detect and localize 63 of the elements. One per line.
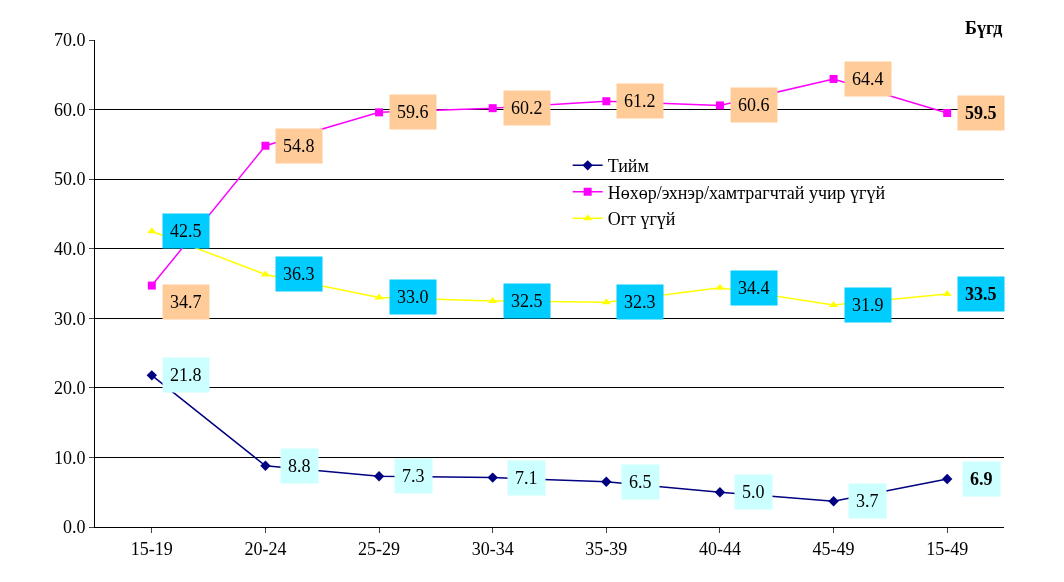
x-tick-label: 45-49 — [812, 538, 855, 559]
data-label: 32.3 — [624, 292, 656, 312]
data-label: 60.2 — [511, 98, 543, 118]
point — [715, 283, 725, 290]
point — [828, 496, 839, 507]
y-tick-label: 60.0 — [53, 99, 86, 120]
data-label: 32.5 — [511, 291, 543, 311]
point — [715, 101, 724, 110]
y-tick-label: 70.0 — [53, 30, 86, 51]
data-label: 33.5 — [965, 284, 997, 304]
legend-label: Нөхөр/эхнэр/хамтрагчтай учир үгүй — [607, 182, 886, 203]
point — [260, 460, 271, 471]
point — [942, 289, 952, 296]
data-label: 61.2 — [624, 91, 656, 111]
y-tick-label: 40.0 — [53, 239, 86, 260]
y-tick-label: 30.0 — [53, 308, 86, 329]
x-tick-label: 15-49 — [926, 538, 969, 559]
data-label: 6.5 — [629, 472, 652, 492]
y-tick-label: 20.0 — [53, 378, 86, 399]
data-label: 21.8 — [170, 365, 202, 385]
data-label: 64.4 — [852, 69, 884, 89]
point — [487, 472, 498, 483]
point — [602, 97, 611, 106]
point — [829, 74, 838, 83]
data-label: 6.9 — [970, 469, 993, 489]
legend-label: Огт үгүй — [607, 209, 676, 230]
data-label: 31.9 — [852, 295, 884, 315]
x-tick-label: 35-39 — [585, 538, 628, 559]
point — [261, 141, 270, 150]
point — [601, 476, 612, 487]
y-tick-label: 10.0 — [53, 447, 86, 468]
point — [941, 473, 953, 485]
x-tick-label: 40-44 — [698, 538, 741, 559]
point — [943, 109, 952, 118]
data-label: 8.8 — [288, 456, 311, 476]
y-tick-label: 0.0 — [62, 517, 86, 538]
text: Бүгд — [965, 18, 1003, 38]
data-label: 36.3 — [283, 264, 315, 284]
data-label: 42.5 — [170, 221, 202, 241]
data-label: 7.1 — [515, 468, 538, 488]
x-tick-label: 15-19 — [130, 538, 173, 559]
point — [375, 108, 384, 117]
data-label: 59.6 — [397, 102, 429, 122]
data-label: 59.5 — [965, 103, 997, 123]
data-label: 34.7 — [170, 292, 202, 312]
data-label: 34.4 — [738, 278, 770, 298]
data-label: 3.7 — [856, 491, 879, 511]
y-tick-label: 50.0 — [53, 169, 86, 190]
legend-label: Тийм — [607, 156, 649, 177]
data-label: 60.6 — [738, 95, 770, 115]
data-label: 7.3 — [402, 466, 425, 486]
point — [146, 370, 158, 381]
point — [147, 281, 156, 290]
point — [714, 487, 726, 498]
point — [373, 471, 385, 482]
data-label: 5.0 — [742, 482, 765, 502]
point — [488, 296, 498, 303]
data-label: 33.0 — [397, 287, 429, 307]
x-tick-label: 20-24 — [244, 538, 287, 559]
x-tick-label: 30-34 — [471, 538, 514, 559]
point — [488, 104, 497, 113]
data-label: 54.8 — [283, 136, 315, 156]
x-tick-label: 25-29 — [358, 538, 401, 559]
